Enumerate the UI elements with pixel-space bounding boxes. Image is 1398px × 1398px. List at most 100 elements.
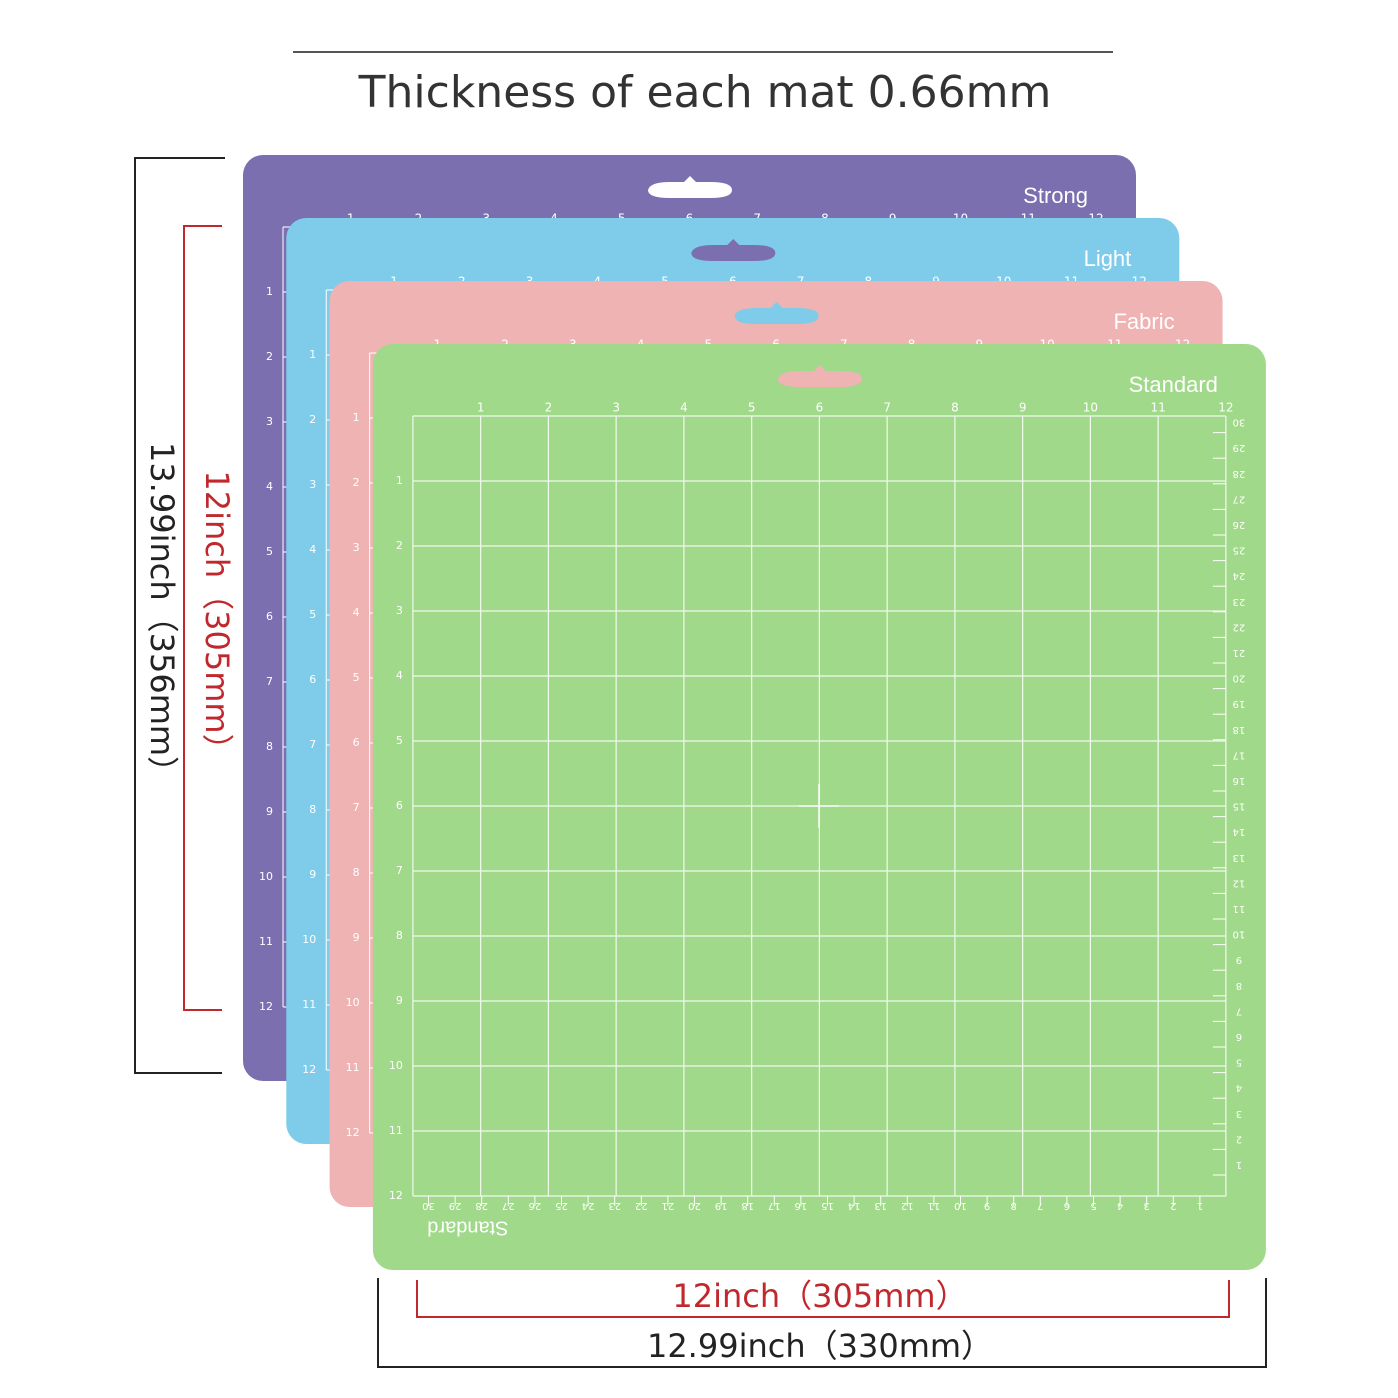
mats: Strong1122334455667788991010111112121122… — [243, 155, 1266, 1270]
right-ruler-number: 22 — [1233, 621, 1246, 632]
inner-width-bracket — [416, 1280, 1230, 1318]
bottom-ruler-number: 30 — [422, 1200, 435, 1211]
right-ruler-number: 19 — [1233, 698, 1246, 709]
outer-width-label: 12.99inch（330mm） — [647, 1327, 993, 1365]
right-ruler-number: 13 — [1233, 852, 1246, 863]
left-ruler-number: 10 — [259, 870, 273, 883]
right-ruler-number: 30 — [1233, 417, 1246, 428]
left-ruler-number: 5 — [309, 608, 316, 621]
left-ruler-number: 5 — [353, 671, 360, 684]
top-ruler-number: 2 — [545, 401, 553, 415]
right-ruler-number: 28 — [1233, 468, 1246, 479]
left-ruler-number: 10 — [302, 933, 316, 946]
right-ruler-number: 4 — [1236, 1082, 1242, 1093]
right-ruler-number: 12 — [1233, 877, 1246, 888]
left-ruler-number: 11 — [302, 998, 316, 1011]
right-ruler-number: 8 — [1236, 980, 1242, 991]
left-ruler-number: 11 — [346, 1061, 360, 1074]
bottom-ruler-number: 3 — [1144, 1200, 1150, 1211]
right-ruler-number: 21 — [1233, 647, 1246, 658]
bottom-ruler-number: 29 — [449, 1200, 462, 1211]
left-ruler-number: 11 — [389, 1124, 403, 1137]
outer-height-label: 13.99inch（356mm） — [143, 442, 181, 788]
mat: Standard11223344556677889910101111121211… — [372, 344, 1266, 1270]
title: Thickness of each mat 0.66mm — [358, 67, 1052, 118]
right-ruler-number: 18 — [1233, 724, 1246, 735]
mat-handle — [777, 365, 862, 387]
top-ruler-number: 11 — [1151, 401, 1166, 415]
right-ruler-number: 3 — [1236, 1108, 1242, 1119]
left-ruler-number: 7 — [266, 675, 273, 688]
mat-name: Strong — [1023, 183, 1088, 208]
top-ruler-number: 5 — [748, 401, 756, 415]
mat-handle — [734, 302, 819, 324]
left-ruler-number: 7 — [396, 864, 403, 877]
left-ruler-number: 4 — [309, 543, 316, 556]
left-ruler-number: 4 — [266, 480, 273, 493]
left-ruler-number: 9 — [266, 805, 273, 818]
bottom-ruler-number: 13 — [874, 1200, 887, 1211]
bottom-ruler-number: 12 — [901, 1200, 914, 1211]
mat-name: Standard — [1129, 372, 1218, 397]
bottom-ruler-number: 28 — [475, 1200, 488, 1211]
bottom-ruler-number: 14 — [848, 1200, 861, 1211]
center-cross — [798, 784, 839, 828]
mat-handle — [648, 176, 732, 198]
inner-height-label: 12inch（305mm） — [198, 470, 236, 765]
right-ruler-number: 6 — [1236, 1031, 1242, 1042]
bottom-ruler-number: 5 — [1090, 1200, 1096, 1211]
left-ruler-number: 1 — [266, 285, 273, 298]
left-ruler-number: 12 — [346, 1126, 360, 1139]
right-ruler-number: 10 — [1233, 929, 1246, 940]
left-ruler-number: 2 — [353, 476, 360, 489]
right-ruler-number: 24 — [1233, 570, 1246, 581]
outer-width-bracket — [377, 1278, 1267, 1368]
left-ruler-number: 3 — [309, 478, 316, 491]
left-ruler-number: 6 — [266, 610, 273, 623]
left-ruler-number: 12 — [302, 1063, 316, 1076]
right-ruler-number: 29 — [1233, 442, 1246, 453]
left-ruler-number: 12 — [389, 1189, 403, 1202]
bottom-ruler-number: 26 — [529, 1200, 542, 1211]
left-ruler-number: 11 — [259, 935, 273, 948]
left-ruler-number: 9 — [309, 868, 316, 881]
left-ruler-number: 6 — [309, 673, 316, 686]
right-ruler-number: 5 — [1236, 1057, 1242, 1068]
mat-name: Fabric — [1113, 309, 1174, 334]
left-ruler-number: 7 — [309, 738, 316, 751]
left-ruler-number: 10 — [389, 1059, 403, 1072]
bottom-ruler-number: 8 — [1011, 1200, 1017, 1211]
top-ruler-number: 8 — [951, 401, 959, 415]
right-ruler-number: 1 — [1236, 1159, 1242, 1170]
right-ruler-number: 16 — [1233, 775, 1246, 786]
right-ruler-number: 17 — [1233, 749, 1246, 760]
bottom-ruler-number: 22 — [635, 1200, 648, 1211]
left-ruler-number: 5 — [396, 734, 403, 747]
right-ruler-number: 14 — [1233, 826, 1246, 837]
bottom-ruler-number: 20 — [688, 1200, 701, 1211]
bottom-ruler-number: 7 — [1037, 1200, 1043, 1211]
right-ruler-number: 9 — [1236, 954, 1242, 965]
left-ruler-number: 2 — [396, 539, 403, 552]
inner-height-bracket — [183, 225, 222, 1011]
top-ruler-number: 12 — [1218, 401, 1233, 415]
left-ruler-number: 3 — [353, 541, 360, 554]
left-ruler-number: 5 — [266, 545, 273, 558]
bottom-ruler-number: 1 — [1197, 1200, 1203, 1211]
left-ruler-number: 1 — [353, 411, 360, 424]
outer-height-bracket — [134, 157, 225, 1074]
left-ruler-number: 8 — [309, 803, 316, 816]
mat-grid — [412, 415, 1227, 1197]
right-ruler-number: 25 — [1233, 545, 1246, 556]
bottom-ruler-number: 15 — [821, 1200, 834, 1211]
mat-handle — [691, 239, 776, 261]
top-ruler-number: 4 — [680, 401, 688, 415]
left-ruler-number: 8 — [396, 929, 403, 942]
top-ruler-number: 6 — [816, 401, 824, 415]
bottom-ruler-number: 9 — [984, 1200, 990, 1211]
right-ruler-number: 2 — [1236, 1133, 1242, 1144]
bottom-ruler-number: 27 — [502, 1200, 515, 1211]
left-ruler-number: 2 — [309, 413, 316, 426]
